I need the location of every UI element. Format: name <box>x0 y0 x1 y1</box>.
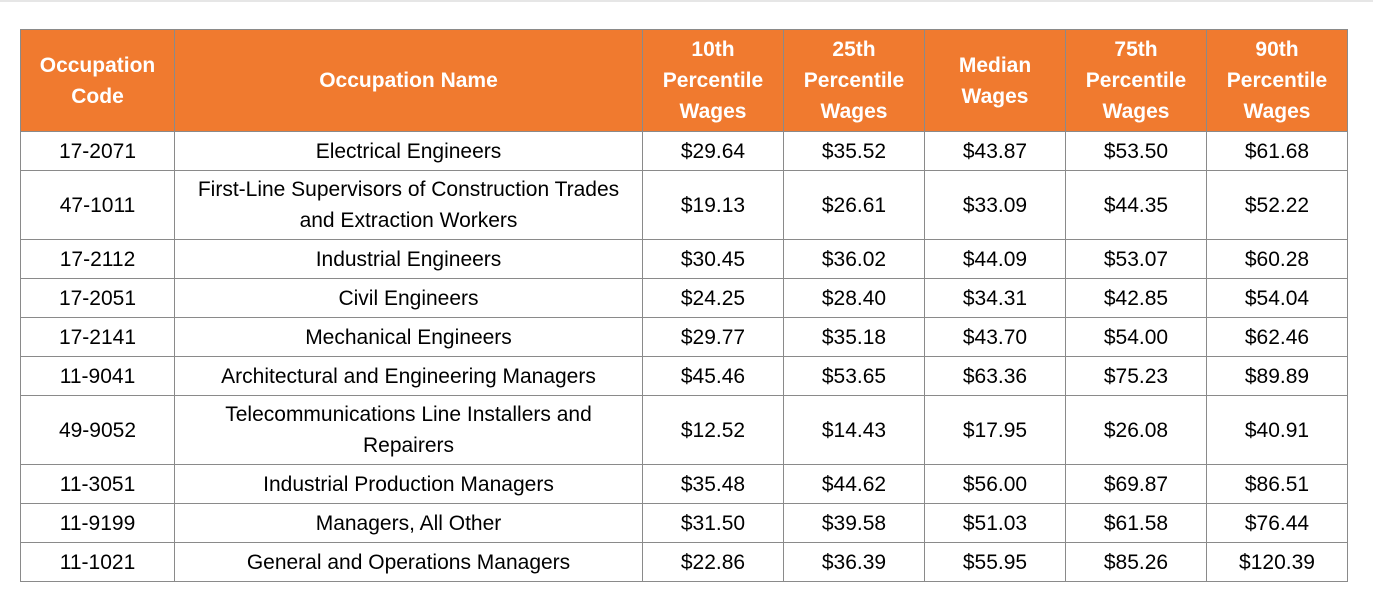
cell-p75: $53.50 <box>1065 131 1207 171</box>
table-row: 17-2141 Mechanical Engineers $29.77 $35.… <box>20 317 1348 357</box>
cell-p75: $61.58 <box>1065 503 1207 543</box>
cell-median: $56.00 <box>924 464 1066 504</box>
cell-p90: $120.39 <box>1206 542 1348 582</box>
table-row: 49-9052 Telecommunications Line Installe… <box>20 395 1348 465</box>
cell-code: 11-9041 <box>20 356 175 396</box>
cell-p75: $69.87 <box>1065 464 1207 504</box>
cell-p75: $85.26 <box>1065 542 1207 582</box>
cell-p75: $42.85 <box>1065 278 1207 318</box>
cell-p75: $54.00 <box>1065 317 1207 357</box>
header-occupation-code: Occupation Code <box>20 29 175 132</box>
cell-code: 17-2141 <box>20 317 175 357</box>
cell-p90: $89.89 <box>1206 356 1348 396</box>
table-row: 17-2071 Electrical Engineers $29.64 $35.… <box>20 131 1348 171</box>
cell-p25: $35.18 <box>783 317 925 357</box>
cell-p75: $44.35 <box>1065 170 1207 240</box>
cell-p25: $14.43 <box>783 395 925 465</box>
cell-p10: $29.64 <box>642 131 784 171</box>
cell-code: 11-1021 <box>20 542 175 582</box>
cell-p10: $31.50 <box>642 503 784 543</box>
header-10th-percentile: 10th Percentile Wages <box>642 29 784 132</box>
cell-p90: $62.46 <box>1206 317 1348 357</box>
cell-code: 11-9199 <box>20 503 175 543</box>
header-median: Median Wages <box>924 29 1066 132</box>
cell-p25: $26.61 <box>783 170 925 240</box>
wage-table: Occupation Code Occupation Name 10th Per… <box>20 29 1348 582</box>
cell-p25: $35.52 <box>783 131 925 171</box>
table-row: 17-2112 Industrial Engineers $30.45 $36.… <box>20 239 1348 279</box>
cell-code: 11-3051 <box>20 464 175 504</box>
header-75th-percentile: 75th Percentile Wages <box>1065 29 1207 132</box>
cell-name: Managers, All Other <box>174 503 643 543</box>
header-occupation-name: Occupation Name <box>174 29 643 132</box>
cell-p90: $40.91 <box>1206 395 1348 465</box>
cell-p90: $86.51 <box>1206 464 1348 504</box>
cell-p90: $54.04 <box>1206 278 1348 318</box>
cell-code: 17-2071 <box>20 131 175 171</box>
cell-p90: $52.22 <box>1206 170 1348 240</box>
cell-p10: $30.45 <box>642 239 784 279</box>
cell-median: $51.03 <box>924 503 1066 543</box>
cell-p75: $26.08 <box>1065 395 1207 465</box>
header-row: Occupation Code Occupation Name 10th Per… <box>20 29 1348 132</box>
table-row: 11-9199 Managers, All Other $31.50 $39.5… <box>20 503 1348 543</box>
cell-p25: $28.40 <box>783 278 925 318</box>
cell-p25: $36.39 <box>783 542 925 582</box>
cell-name: Industrial Production Managers <box>174 464 643 504</box>
cell-code: 17-2051 <box>20 278 175 318</box>
cell-p90: $61.68 <box>1206 131 1348 171</box>
table-row: 17-2051 Civil Engineers $24.25 $28.40 $3… <box>20 278 1348 318</box>
header-90th-percentile: 90th Percentile Wages <box>1206 29 1348 132</box>
cell-p10: $45.46 <box>642 356 784 396</box>
cell-p25: $53.65 <box>783 356 925 396</box>
cell-p75: $53.07 <box>1065 239 1207 279</box>
header-25th-percentile: 25th Percentile Wages <box>783 29 925 132</box>
cell-median: $43.87 <box>924 131 1066 171</box>
table-row: 11-1021 General and Operations Managers … <box>20 542 1348 582</box>
cell-p90: $76.44 <box>1206 503 1348 543</box>
cell-name: Industrial Engineers <box>174 239 643 279</box>
cell-name: Civil Engineers <box>174 278 643 318</box>
cell-median: $17.95 <box>924 395 1066 465</box>
cell-p25: $36.02 <box>783 239 925 279</box>
cell-p10: $29.77 <box>642 317 784 357</box>
cell-p90: $60.28 <box>1206 239 1348 279</box>
cell-p10: $12.52 <box>642 395 784 465</box>
cell-p75: $75.23 <box>1065 356 1207 396</box>
cell-name: Electrical Engineers <box>174 131 643 171</box>
cell-p25: $44.62 <box>783 464 925 504</box>
cell-p10: $22.86 <box>642 542 784 582</box>
cell-p10: $35.48 <box>642 464 784 504</box>
cell-name: General and Operations Managers <box>174 542 643 582</box>
table-row: 47-1011 First-Line Supervisors of Constr… <box>20 170 1348 240</box>
cell-name: First-Line Supervisors of Construction T… <box>174 170 643 240</box>
cell-median: $44.09 <box>924 239 1066 279</box>
top-divider <box>0 0 1373 2</box>
cell-p10: $24.25 <box>642 278 784 318</box>
cell-median: $55.95 <box>924 542 1066 582</box>
cell-p25: $39.58 <box>783 503 925 543</box>
cell-code: 17-2112 <box>20 239 175 279</box>
cell-median: $33.09 <box>924 170 1066 240</box>
table-row: 11-3051 Industrial Production Managers $… <box>20 464 1348 504</box>
cell-median: $34.31 <box>924 278 1066 318</box>
cell-code: 49-9052 <box>20 395 175 465</box>
cell-name: Telecommunications Line Installers and R… <box>174 395 643 465</box>
cell-median: $63.36 <box>924 356 1066 396</box>
cell-code: 47-1011 <box>20 170 175 240</box>
cell-name: Mechanical Engineers <box>174 317 643 357</box>
cell-name: Architectural and Engineering Managers <box>174 356 643 396</box>
table-row: 11-9041 Architectural and Engineering Ma… <box>20 356 1348 396</box>
cell-median: $43.70 <box>924 317 1066 357</box>
cell-p10: $19.13 <box>642 170 784 240</box>
